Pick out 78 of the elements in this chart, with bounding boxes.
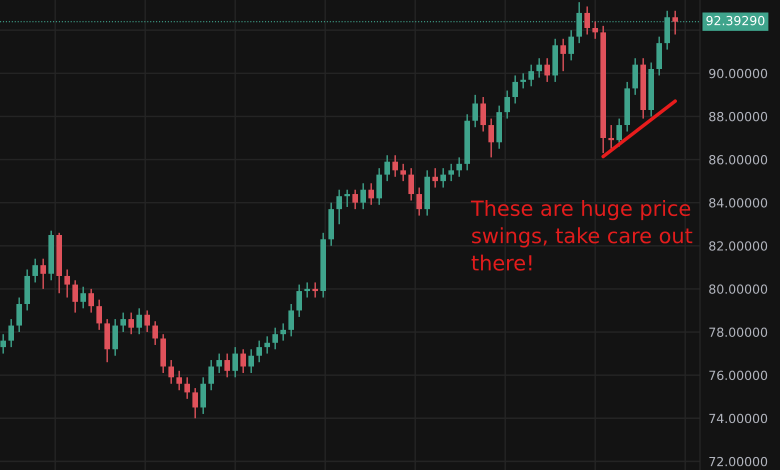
- candlestick: [176, 370, 182, 391]
- candlestick: [264, 336, 270, 354]
- y-tick-label: 78.00000: [709, 327, 768, 337]
- candlestick: [312, 282, 318, 298]
- candlestick: [32, 258, 38, 284]
- candlestick: [136, 308, 142, 335]
- candlestick: [536, 58, 542, 78]
- y-tick-label: 84.00000: [709, 198, 768, 208]
- candlestick: [120, 312, 126, 333]
- y-tick-label: 76.00000: [709, 370, 768, 380]
- candlestick: [72, 280, 78, 314]
- candlestick: [168, 359, 174, 384]
- candlestick: [472, 94, 478, 128]
- candlestick: [504, 90, 510, 120]
- candlestick: [392, 154, 398, 178]
- candlestick: [144, 310, 150, 333]
- candlestick: [224, 352, 230, 378]
- candlestick: [368, 182, 374, 206]
- candlestick: [216, 352, 222, 374]
- candlestick: [384, 154, 390, 182]
- annotation: These are huge price swings, take care out there!: [470, 200, 692, 271]
- candlestick: [128, 312, 134, 335]
- candlestick: [432, 167, 438, 188]
- y-tick-label: 86.00000: [709, 155, 768, 164]
- candlestick: [528, 64, 534, 87]
- candlestick: [240, 348, 246, 374]
- candlestick: [512, 74, 518, 104]
- candlestick: [200, 376, 206, 415]
- candlestick: [360, 182, 366, 210]
- candlestick: [480, 96, 486, 132]
- y-tick-label: 82.00000: [709, 241, 768, 251]
- candlestick: [456, 156, 462, 178]
- candlestick: [88, 288, 94, 314]
- candlestick: [352, 189, 358, 210]
- candlestick: [592, 20, 598, 40]
- candlestick: [288, 303, 294, 338]
- candlestick: [408, 167, 414, 202]
- candlestick: [520, 72, 526, 90]
- candlestick: [248, 348, 254, 374]
- candlestick: [232, 346, 238, 378]
- candlestick: [8, 318, 14, 348]
- candlestick: [296, 284, 302, 318]
- candlestick: [112, 318, 118, 356]
- y-tick-label: 74.00000: [709, 414, 768, 424]
- candlestick: [304, 282, 310, 298]
- y-tick-label: 72.00000: [709, 456, 768, 466]
- candlestick: [568, 29, 574, 62]
- candlestick: [336, 189, 342, 225]
- candlestick: [256, 340, 262, 363]
- ref-line-label: 92.39290: [706, 16, 764, 26]
- candlestick: [560, 38, 566, 72]
- candlestick: [152, 320, 158, 346]
- candlestick: [96, 298, 102, 331]
- candlestick: [208, 359, 214, 391]
- candlestick: [280, 322, 286, 342]
- y-tick-label: 90.00000: [709, 68, 768, 78]
- candlestick: [416, 186, 422, 216]
- candlestick: [192, 387, 198, 419]
- candlestick: [40, 258, 46, 290]
- candlestick: [272, 327, 278, 350]
- candlestick: [440, 167, 446, 188]
- y-tick-label: 88.00000: [709, 112, 768, 122]
- candlestick: [344, 189, 350, 208]
- candlestick: [376, 167, 382, 206]
- candlestick: [0, 333, 6, 354]
- candlestick: [544, 58, 550, 83]
- candlestick: [16, 296, 22, 333]
- candlestick: [632, 58, 638, 96]
- candlestick: [672, 10, 678, 36]
- y-tick-label: 80.00000: [709, 284, 768, 294]
- candlestick: [488, 118, 494, 158]
- candlestick: [448, 163, 454, 182]
- candlestick: [184, 376, 190, 400]
- candlestick: [64, 268, 70, 298]
- candlestick: [400, 163, 406, 182]
- candlestick: [80, 286, 86, 309]
- candlestick: [616, 118, 622, 148]
- candlestick: [584, 6, 590, 36]
